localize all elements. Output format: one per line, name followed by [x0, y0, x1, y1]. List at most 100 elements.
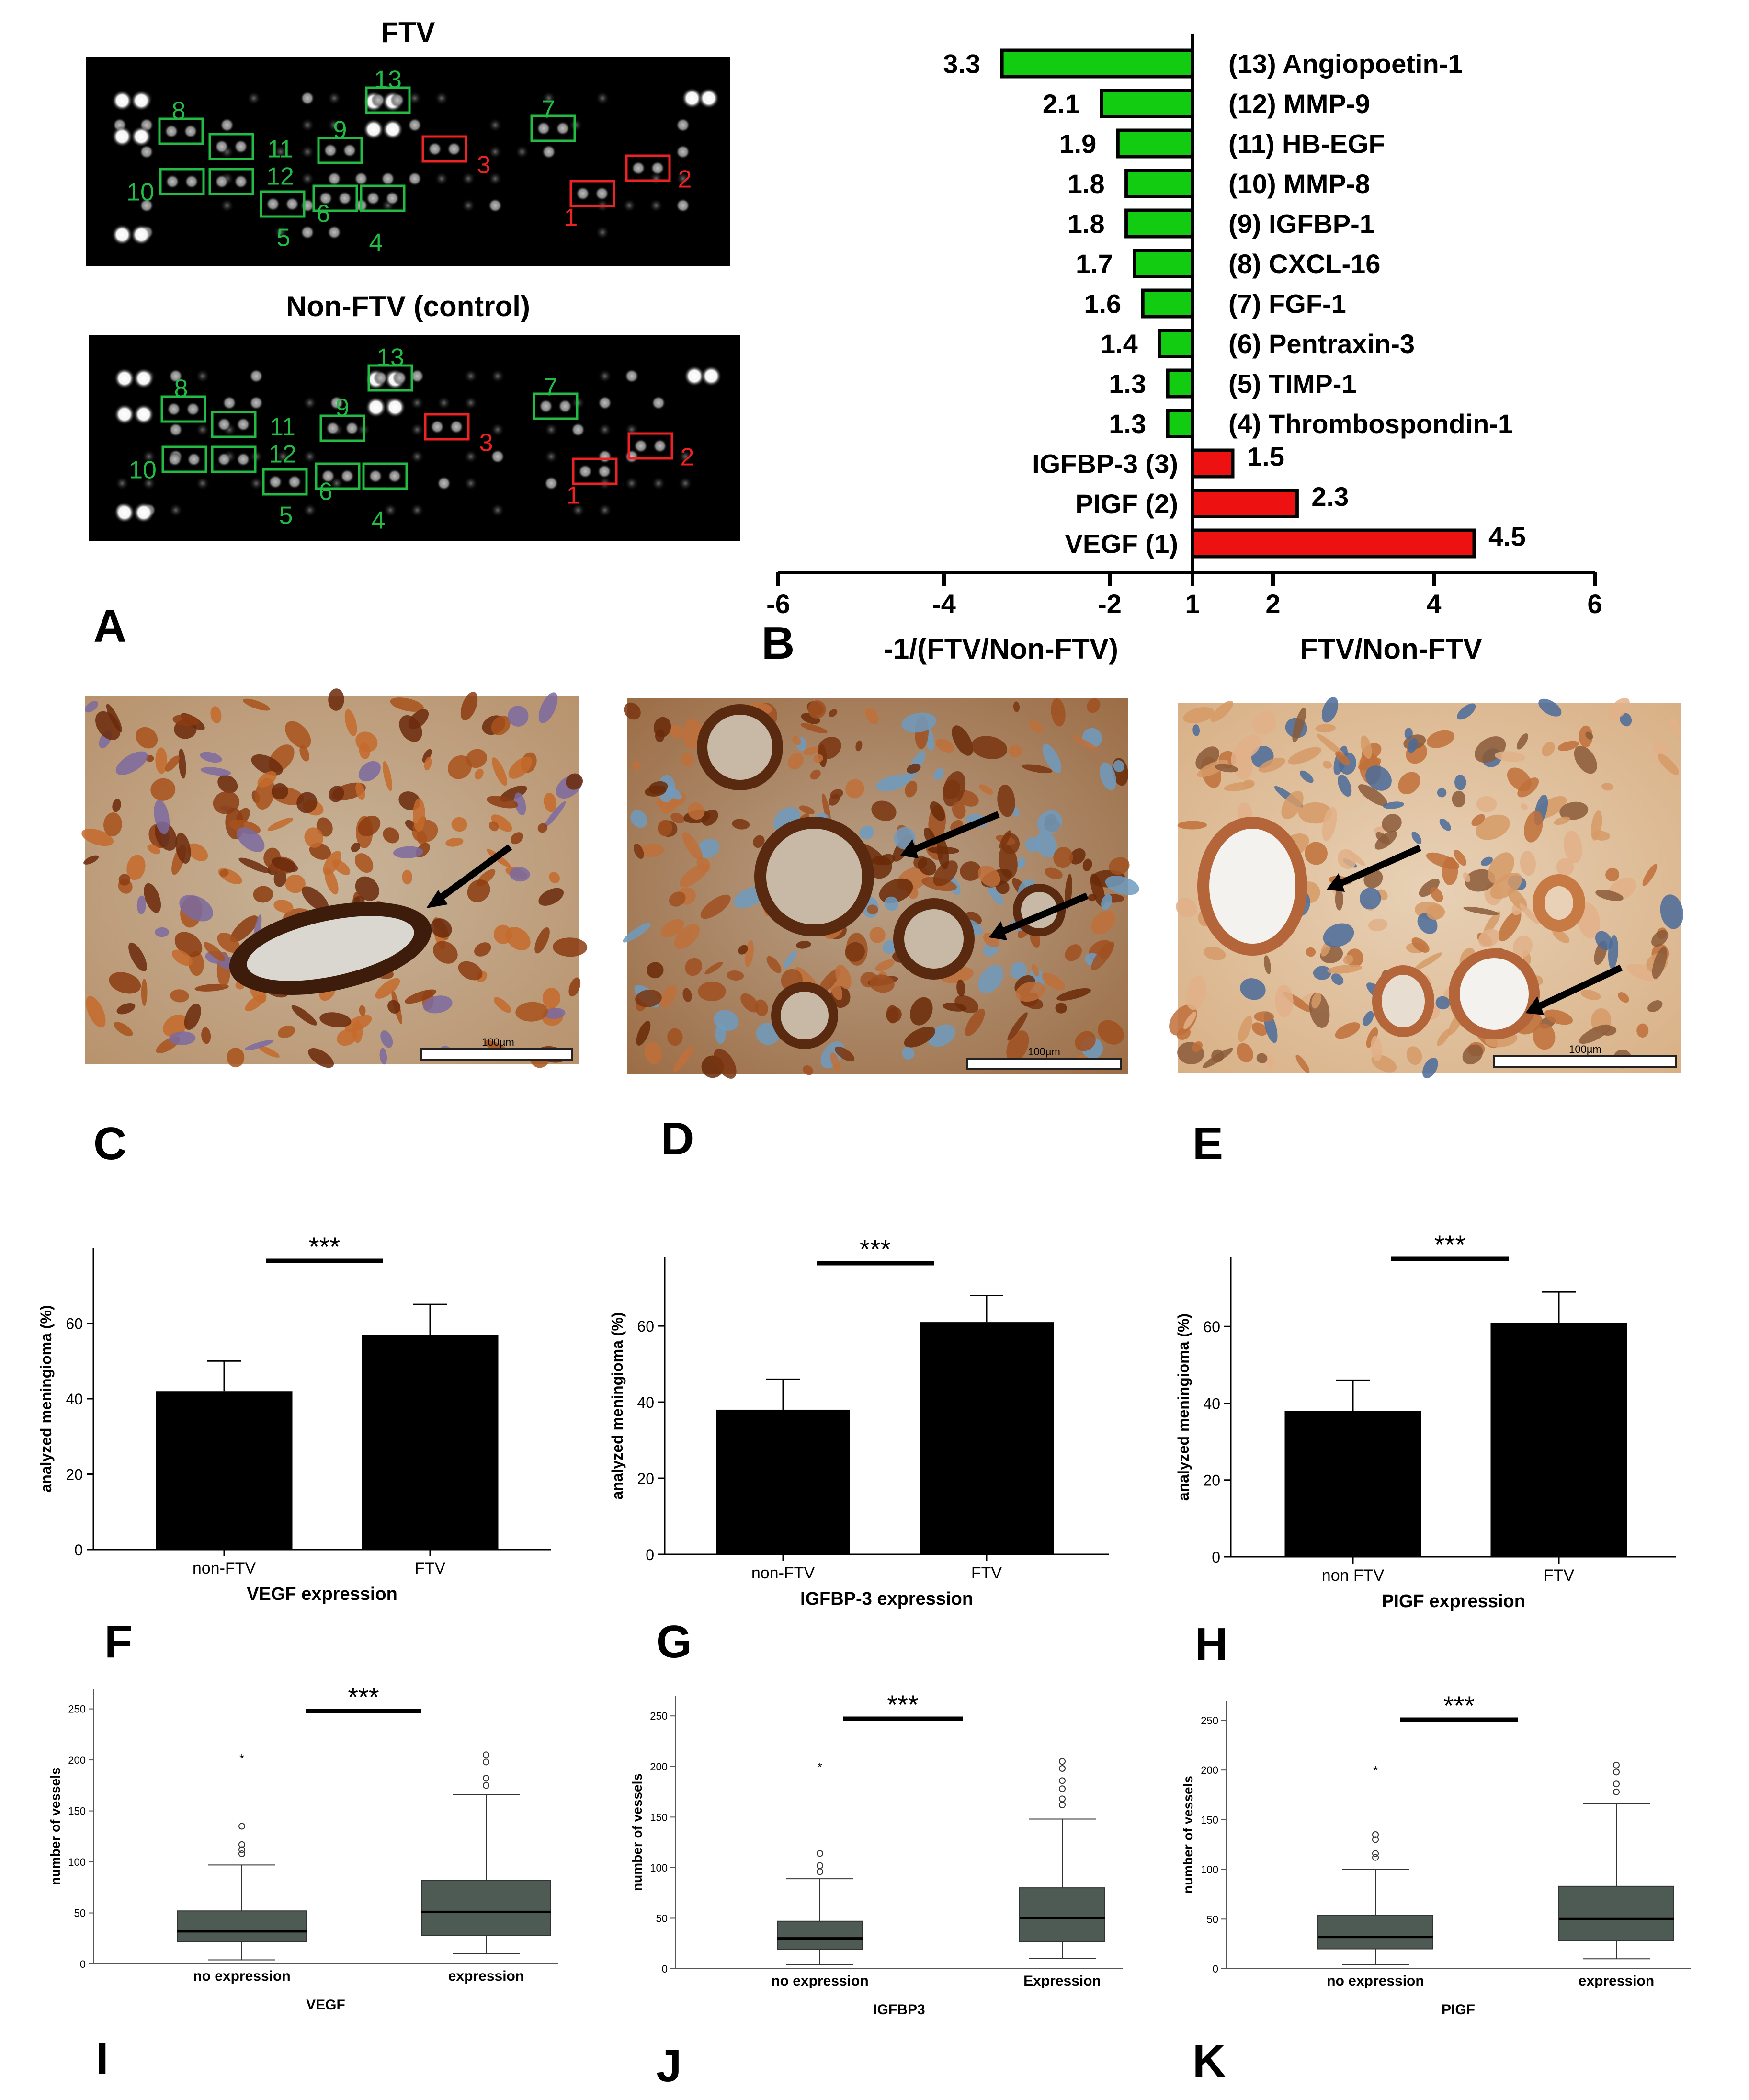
- fold-value-label: 2.1: [1043, 89, 1080, 119]
- outlier: [1059, 1795, 1066, 1803]
- labeled-spot: [287, 475, 302, 489]
- tissue-cell: [804, 746, 819, 756]
- panel-letter-b: B: [761, 617, 795, 669]
- array-spot: [410, 449, 424, 464]
- reference-spot: [114, 368, 135, 389]
- array-spot: [542, 91, 556, 105]
- array-spot: [461, 171, 476, 186]
- array-title-nonftv: Non-FTV (control): [286, 290, 530, 322]
- tissue-cell: [1183, 707, 1215, 724]
- labeled-spot: [236, 452, 250, 467]
- labeled-spot: [449, 420, 464, 434]
- labeled-spot: [578, 464, 592, 479]
- tissue-cell: [1544, 1009, 1573, 1025]
- panel-letter-j: J: [656, 2040, 681, 2091]
- reference-spot: [363, 119, 384, 140]
- x-tick-label: 6: [1587, 589, 1602, 619]
- tissue-cell: [884, 896, 899, 911]
- tissue-cell: [1519, 903, 1540, 924]
- spot-label-3: 3: [477, 151, 491, 179]
- tissue-cell: [667, 1028, 683, 1046]
- labeled-spot: [164, 124, 179, 138]
- box: [1317, 1915, 1433, 1950]
- array-spot: [300, 171, 315, 186]
- tissue-cell: [1595, 931, 1613, 950]
- tissue-cell: [682, 718, 701, 749]
- tissue-cell: [147, 844, 161, 855]
- y-axis-label: number of vessels: [48, 1768, 63, 1885]
- labeled-spot: [186, 402, 200, 416]
- tissue-cell: [169, 1031, 196, 1046]
- protein-label: (5) TIMP-1: [1228, 369, 1357, 399]
- tissue-cell: [329, 786, 344, 802]
- tissue-cell: [867, 904, 878, 915]
- tissue-cell: [227, 1048, 245, 1068]
- array-spot: [461, 198, 476, 213]
- labeled-spot: [323, 143, 338, 158]
- array-spot: [410, 369, 424, 383]
- reference-spot: [114, 502, 135, 523]
- spot-box-5: [262, 468, 308, 496]
- bar: [156, 1391, 293, 1550]
- tissue-cell: [682, 988, 692, 1002]
- tissue-cell: [379, 1048, 387, 1065]
- array-spot: [142, 449, 156, 464]
- reference-spot: [112, 90, 133, 111]
- array-spot: [408, 91, 422, 105]
- array-spot: [651, 476, 666, 491]
- array-spot: [249, 476, 263, 491]
- tissue-cell: [829, 794, 840, 806]
- tissue-cell: [1315, 724, 1336, 733]
- labeled-spot: [634, 439, 648, 453]
- labeled-spot: [234, 174, 248, 189]
- tissue-cell: [1404, 728, 1413, 740]
- tissue-cell: [1478, 929, 1499, 948]
- y-tick-label: 40: [637, 1394, 654, 1411]
- y-tick-label: 60: [637, 1318, 654, 1335]
- labeled-spot: [597, 464, 612, 479]
- tissue-cell: [1419, 879, 1440, 897]
- tissue-cell: [1215, 764, 1238, 773]
- tissue-cell: [999, 830, 1011, 849]
- tissue-cell: [1435, 996, 1450, 1010]
- tissue-cell: [800, 723, 828, 733]
- labeled-spot: [215, 139, 229, 154]
- panel-letter-d: D: [661, 1113, 694, 1164]
- tissue-cell: [1494, 751, 1526, 762]
- array-spot: [139, 198, 154, 213]
- tissue-cell: [685, 958, 702, 976]
- y-tick-label: 200: [68, 1754, 86, 1766]
- expression-bar-charts: 0 20 40 60 non-FTV FTV VEGF expression analyzed…: [37, 1230, 1676, 1611]
- tissue-cell: [447, 755, 472, 779]
- labeled-spot: [183, 124, 198, 138]
- tissue-cell: [259, 1046, 280, 1058]
- box: [1019, 1887, 1105, 1942]
- array-spot: [464, 449, 478, 464]
- labeled-spot: [371, 93, 386, 107]
- tissue-cell: [537, 823, 548, 833]
- array-spot: [595, 91, 610, 105]
- tissue-cell: [714, 1048, 737, 1079]
- y-tick-label: 60: [1203, 1318, 1220, 1335]
- tissue-cell: [865, 708, 879, 724]
- tissue-cell: [1556, 858, 1574, 876]
- tissue-cell: [163, 1014, 188, 1037]
- tissue-cell: [1265, 1054, 1275, 1068]
- extreme-marker: *: [239, 1751, 244, 1766]
- array-spot: [195, 369, 210, 383]
- tissue-cell: [1520, 851, 1536, 876]
- tissue-cell: [1321, 697, 1339, 723]
- tissue-cell: [171, 949, 193, 966]
- spot-label-10: 10: [126, 179, 154, 206]
- y-axis-label: analyzed meningioma (%): [609, 1312, 626, 1499]
- significance-label: ***: [309, 1232, 340, 1262]
- tissue-cell: [700, 894, 731, 919]
- fold-value-label: 1.3: [1109, 369, 1146, 399]
- tissue-cell: [933, 860, 958, 887]
- x-tick-label: non-FTV: [193, 1559, 256, 1577]
- tissue-cell: [933, 768, 944, 780]
- tissue-cell: [1101, 894, 1113, 910]
- extreme-marker: *: [1373, 1763, 1378, 1778]
- array-spot: [515, 145, 529, 159]
